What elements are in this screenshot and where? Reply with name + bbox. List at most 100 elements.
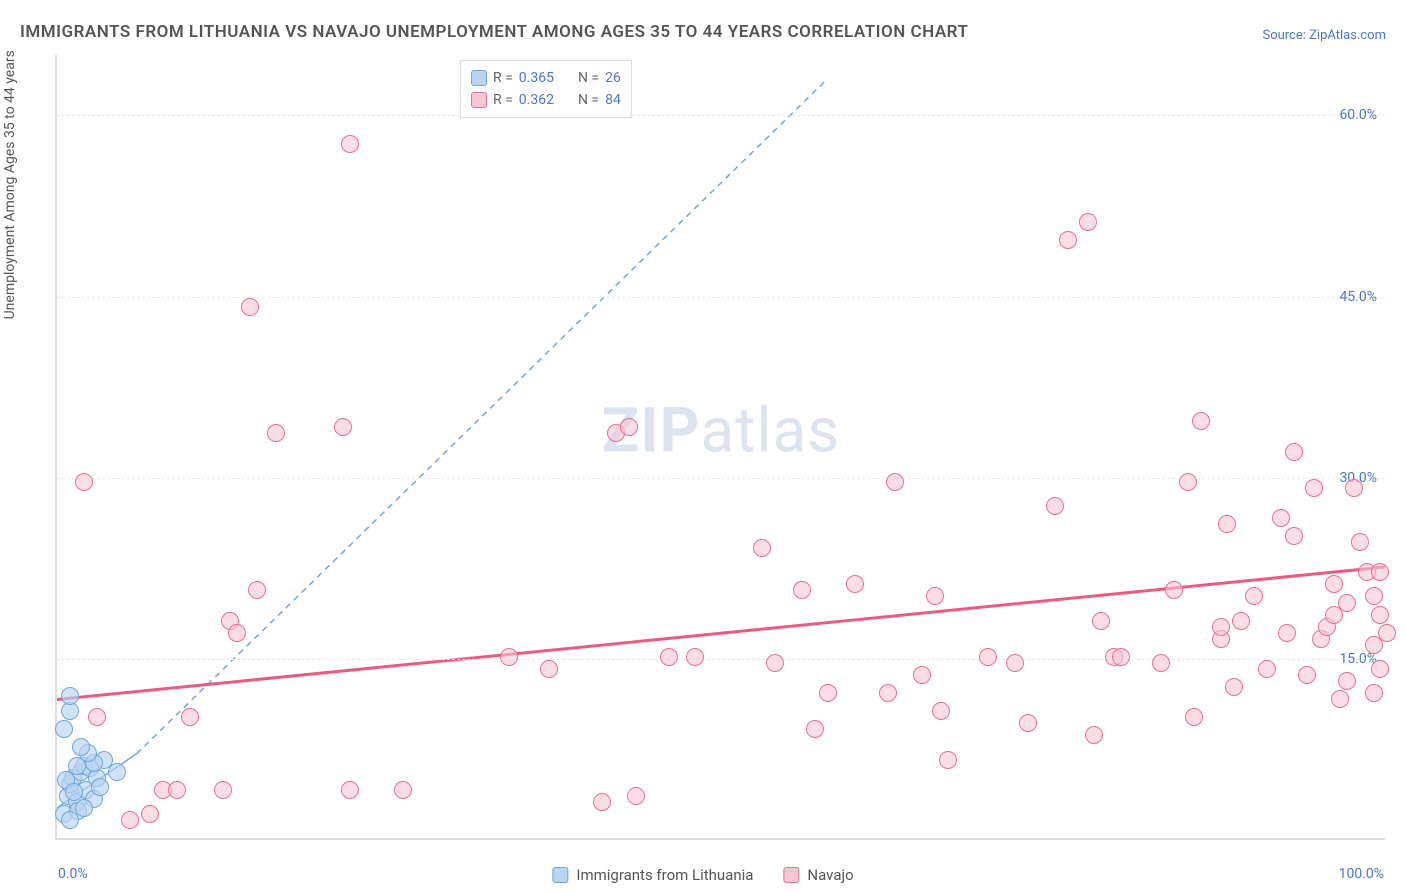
source-prefix: Source: [1262,28,1309,43]
n-value: 84 [605,89,621,111]
data-point [1331,690,1349,708]
data-point [65,783,83,801]
data-point [627,787,645,805]
data-point [1059,231,1077,249]
data-point [1325,575,1343,593]
n-label: N = [578,89,599,111]
data-point [121,811,139,829]
data-point [72,738,90,756]
data-point [819,684,837,702]
data-point [1351,533,1369,551]
plot-area: ZIPatlas 15.0%30.0%45.0%60.0% [55,55,1385,840]
data-point [1006,654,1024,672]
data-point [500,648,518,666]
data-point [1112,648,1130,666]
data-point [1378,624,1396,642]
legend-swatch [552,867,568,883]
data-point [1079,213,1097,231]
data-point [1245,587,1263,605]
data-point [141,805,159,823]
data-point [1278,624,1296,642]
data-point [886,473,904,491]
x-axis-tick-min: 0.0% [58,866,88,882]
data-point [1232,612,1250,630]
data-point [1092,612,1110,630]
stats-legend-row: R =0.365N =26 [471,67,621,89]
data-point [55,720,73,738]
data-point [108,763,126,781]
data-point [61,702,79,720]
legend-item: Immigrants from Lithuania [552,866,753,884]
data-point [75,799,93,817]
data-point [1212,618,1230,636]
data-point [1338,672,1356,690]
data-point [228,624,246,642]
legend-swatch [471,92,487,108]
data-point [620,418,638,436]
data-point [1152,654,1170,672]
y-axis-label: Unemployment Among Ages 35 to 44 years [2,50,18,319]
data-point [267,424,285,442]
data-point [341,135,359,153]
data-point [1046,497,1064,515]
r-label: R = [493,67,513,89]
data-point [793,581,811,599]
y-axis-tick-label: 45.0% [1339,289,1377,305]
data-point [214,781,232,799]
data-point [806,720,824,738]
data-point [1345,479,1363,497]
data-point [913,666,931,684]
data-point [1371,563,1389,581]
legend-swatch [783,867,799,883]
data-point [1298,666,1316,684]
source-attribution: Source: ZipAtlas.com [1262,28,1386,43]
gridline [57,297,1385,298]
data-point [1365,587,1383,605]
r-label: R = [493,89,513,111]
data-point [181,708,199,726]
data-point [939,751,957,769]
n-value: 26 [605,67,621,89]
data-point [1338,594,1356,612]
data-point [1192,412,1210,430]
gridline [57,659,1385,660]
data-point [334,418,352,436]
watermark-logo: ZIPatlas [602,394,841,467]
data-point [1285,527,1303,545]
data-point [341,781,359,799]
data-point [1258,660,1276,678]
data-point [766,654,784,672]
data-point [1185,708,1203,726]
stats-legend-row: R = 0.362 N = 84 [471,89,621,111]
data-point [1019,714,1037,732]
r-value: 0.362 [519,89,554,111]
data-point [61,687,79,705]
gridline [57,115,1385,116]
data-point [1225,678,1243,696]
data-point [75,473,93,491]
data-point [846,575,864,593]
data-point [753,539,771,557]
data-point [932,702,950,720]
data-point [1371,660,1389,678]
y-axis-tick-label: 60.0% [1339,107,1377,123]
data-point [1272,509,1290,527]
n-label: N = [578,67,599,89]
data-point [979,648,997,666]
watermark-part2: atlas [700,394,840,467]
data-point [248,581,266,599]
source-name[interactable]: ZipAtlas.com [1309,28,1386,43]
data-point [1165,581,1183,599]
data-point [686,648,704,666]
data-point [1085,726,1103,744]
stats-legend: R =0.365N =26R =0.362N =84 [460,60,632,118]
data-point [88,708,106,726]
data-point [879,684,897,702]
series-legend: Immigrants from LithuaniaNavajo [552,866,853,884]
data-point [660,648,678,666]
data-point [168,781,186,799]
data-point [1218,515,1236,533]
chart-title: IMMIGRANTS FROM LITHUANIA VS NAVAJO UNEM… [20,22,968,42]
legend-label: Immigrants from Lithuania [576,866,753,884]
data-point [241,298,259,316]
